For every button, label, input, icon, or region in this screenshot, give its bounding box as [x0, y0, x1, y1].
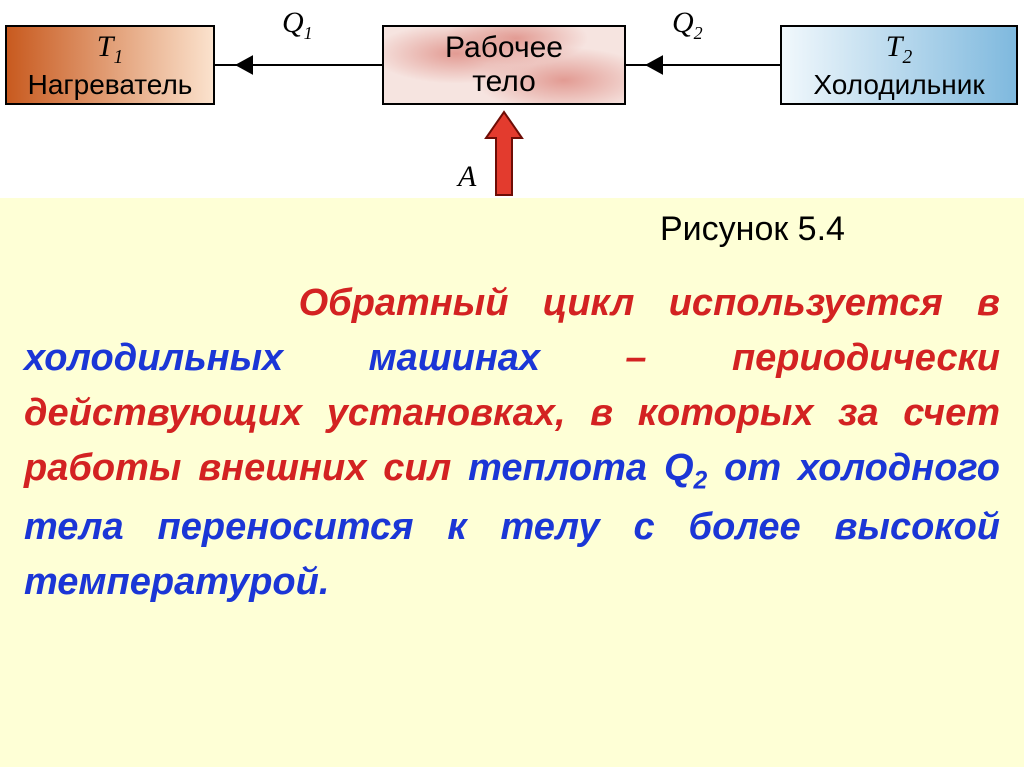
- para-run: 2: [694, 468, 708, 495]
- body-paragraph: Обратный цикл используется в холодильных…: [24, 276, 1000, 756]
- q1-sub: 1: [304, 23, 313, 43]
- body-line2: тело: [472, 65, 536, 99]
- cooler-box: T2 Холодильник: [780, 25, 1018, 105]
- body-line1: Рабочее: [445, 31, 563, 65]
- cooler-symbol: T2: [886, 30, 912, 69]
- para-run: теплота Q: [468, 447, 693, 489]
- heater-symbol: T1: [97, 30, 123, 69]
- heater-box: T1 Нагреватель: [5, 25, 215, 105]
- slide-stage: T1 Нагреватель Рабочее тело T2 Холодильн…: [0, 0, 1024, 767]
- para-run: Обратный цикл используется в: [299, 282, 1011, 324]
- q2-label: Q2: [672, 6, 703, 44]
- a-sym: A: [458, 160, 476, 193]
- heater-label: Нагреватель: [28, 69, 193, 101]
- a-label: A: [458, 160, 476, 194]
- para-run: холодильных машинах: [24, 337, 540, 379]
- cooler-t-sub: 2: [902, 47, 912, 68]
- cooler-label: Холодильник: [813, 69, 984, 101]
- q1-label: Q1: [282, 6, 313, 44]
- cooler-t: T: [886, 30, 903, 63]
- q1-sym: Q: [282, 6, 304, 39]
- figure-caption: Рисунок 5.4: [660, 210, 845, 249]
- q2-sym: Q: [672, 6, 694, 39]
- working-body-box: Рабочее тело: [382, 25, 626, 105]
- heater-t-sub: 1: [113, 47, 123, 68]
- heater-t: T: [97, 30, 114, 63]
- q2-sub: 2: [694, 23, 703, 43]
